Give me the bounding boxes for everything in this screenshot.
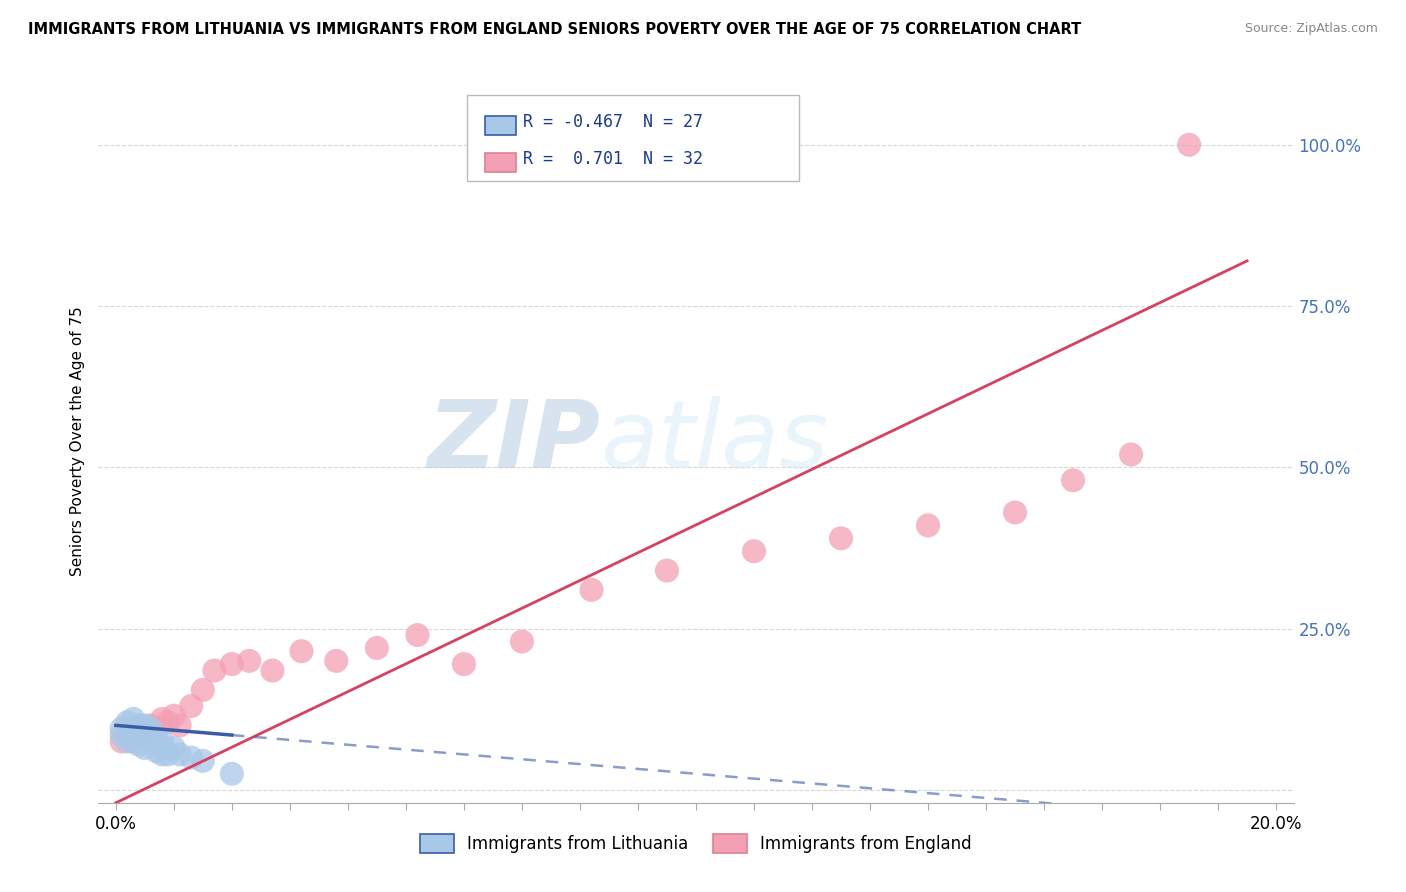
Point — [128, 738, 150, 752]
Point — [139, 722, 162, 736]
Point — [157, 747, 180, 762]
Point — [122, 722, 145, 736]
Point — [111, 734, 134, 748]
Text: Source: ZipAtlas.com: Source: ZipAtlas.com — [1244, 22, 1378, 36]
Point — [134, 724, 156, 739]
Point — [180, 699, 202, 714]
Point — [117, 715, 139, 730]
Point — [139, 728, 162, 742]
Text: atlas: atlas — [600, 396, 828, 487]
Point — [262, 664, 284, 678]
Point — [1062, 473, 1084, 487]
Point — [169, 747, 191, 762]
Point — [290, 644, 312, 658]
Point — [117, 728, 139, 742]
Text: R =  0.701  N = 32: R = 0.701 N = 32 — [523, 150, 703, 168]
Point — [134, 741, 156, 756]
Point — [111, 722, 134, 736]
Point — [150, 712, 173, 726]
Point — [1119, 447, 1142, 461]
Text: IMMIGRANTS FROM LITHUANIA VS IMMIGRANTS FROM ENGLAND SENIORS POVERTY OVER THE AG: IMMIGRANTS FROM LITHUANIA VS IMMIGRANTS … — [28, 22, 1081, 37]
Point — [510, 634, 533, 648]
Point — [221, 766, 243, 780]
Point — [406, 628, 429, 642]
Point — [117, 734, 139, 748]
Point — [830, 531, 852, 545]
Point — [191, 682, 214, 697]
Point — [325, 654, 347, 668]
Point — [134, 718, 156, 732]
Point — [145, 744, 167, 758]
Point — [111, 728, 134, 742]
Point — [163, 741, 186, 756]
Point — [742, 544, 765, 558]
Point — [163, 708, 186, 723]
Point — [150, 734, 173, 748]
Point — [122, 734, 145, 748]
Point — [191, 754, 214, 768]
Y-axis label: Seniors Poverty Over the Age of 75: Seniors Poverty Over the Age of 75 — [69, 307, 84, 576]
Point — [180, 750, 202, 764]
Point — [150, 747, 173, 762]
Point — [128, 722, 150, 736]
Point — [128, 724, 150, 739]
Text: R = -0.467  N = 27: R = -0.467 N = 27 — [523, 113, 703, 131]
Point — [917, 518, 939, 533]
Text: ZIP: ZIP — [427, 395, 600, 488]
Point — [204, 664, 226, 678]
Point — [581, 582, 603, 597]
Point — [117, 724, 139, 739]
Point — [453, 657, 475, 672]
Point — [122, 712, 145, 726]
Point — [122, 731, 145, 746]
Point — [655, 564, 678, 578]
Point — [134, 731, 156, 746]
Point — [1004, 506, 1026, 520]
Point — [1178, 137, 1201, 152]
Point — [157, 715, 180, 730]
Point — [366, 640, 388, 655]
Point — [145, 722, 167, 736]
Point — [139, 734, 162, 748]
Point — [128, 718, 150, 732]
Point — [169, 718, 191, 732]
Point — [221, 657, 243, 672]
Point — [145, 731, 167, 746]
Point — [139, 718, 162, 732]
Legend: Immigrants from Lithuania, Immigrants from England: Immigrants from Lithuania, Immigrants fr… — [413, 827, 979, 860]
Point — [238, 654, 260, 668]
